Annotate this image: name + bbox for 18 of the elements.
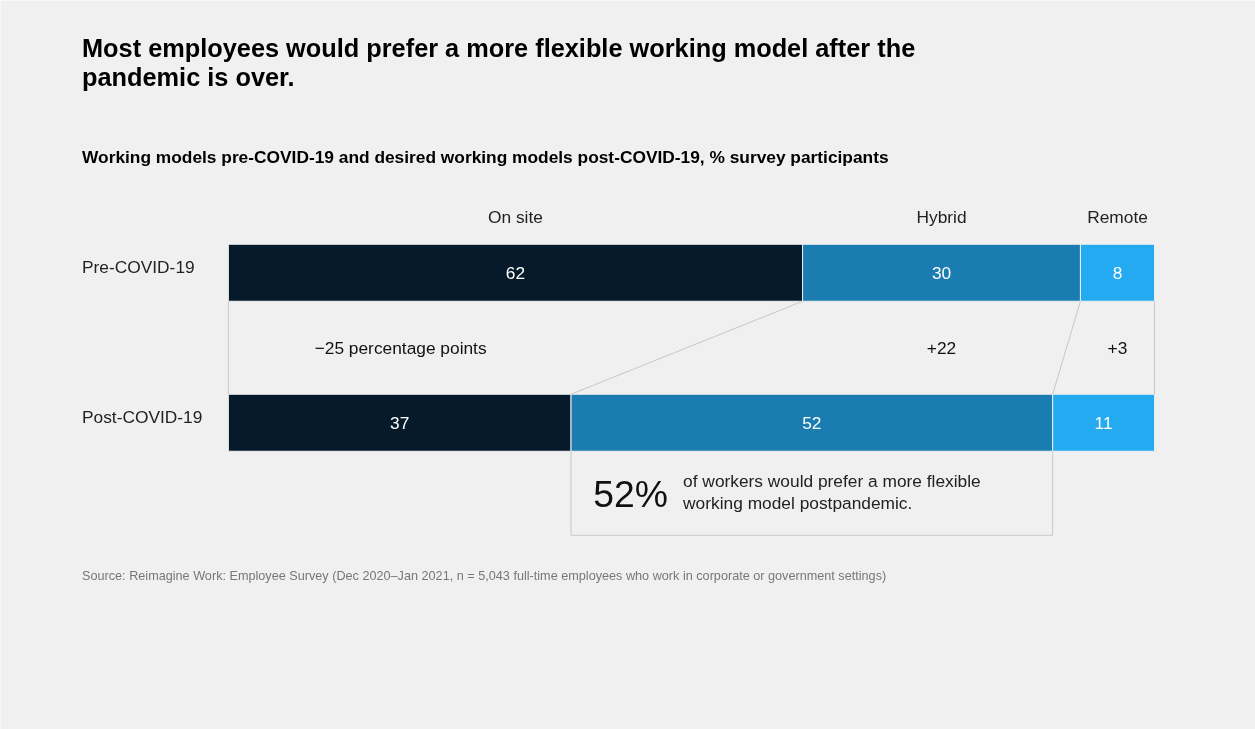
data-label: 8	[1112, 262, 1123, 283]
source-note: Source: Reimagine Work: Employee Survey (Dec 2020–Jan 2021, n = 5,043 full-time employees who work in corporate or government settings)	[82, 568, 887, 583]
series-label: Hybrid	[916, 206, 967, 227]
data-label: 30	[931, 262, 952, 283]
annotation: −25 percentage points	[314, 337, 487, 358]
annotation: +22	[926, 337, 957, 358]
annotation: +3	[1107, 337, 1128, 358]
chart-subtitle: Working models pre-COVID-19 and desired working models post-COVID-19, % survey participants	[82, 146, 889, 167]
series-label: Remote	[1087, 206, 1148, 227]
series-label: On site	[488, 206, 543, 227]
chart-title: Most employees would prefer a more flexible working model after the pandemic is over.	[82, 33, 916, 91]
data-label: 62	[505, 262, 526, 283]
y-tick-label: Pre-COVID-19	[82, 256, 195, 277]
data-label: 37	[390, 412, 410, 433]
data-label: 52	[802, 412, 822, 433]
data-label: 11	[1094, 412, 1113, 433]
annotation: 52% of workers would prefer a more flexible working model postpandemic.	[593, 471, 981, 515]
y-tick-label: Post-COVID-19	[82, 406, 203, 427]
